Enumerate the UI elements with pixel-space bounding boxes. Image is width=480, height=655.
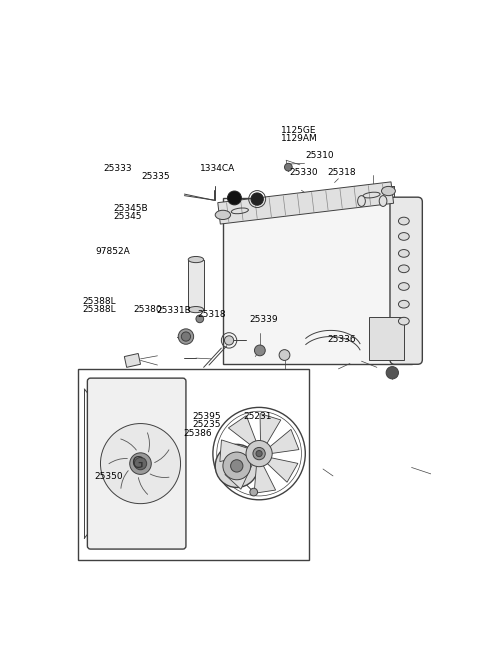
Text: 1129AM: 1129AM (281, 134, 318, 143)
Ellipse shape (398, 317, 409, 325)
Text: 25345B: 25345B (113, 204, 147, 214)
Ellipse shape (398, 233, 409, 240)
Polygon shape (225, 458, 253, 489)
Circle shape (196, 315, 204, 323)
Ellipse shape (379, 196, 387, 206)
Polygon shape (266, 458, 298, 482)
Text: 25339: 25339 (250, 315, 278, 324)
Ellipse shape (398, 217, 409, 225)
Text: 97852A: 97852A (95, 247, 130, 256)
Circle shape (100, 424, 180, 504)
Circle shape (250, 488, 258, 496)
Ellipse shape (215, 210, 230, 219)
Circle shape (223, 452, 251, 479)
Text: 25333: 25333 (104, 164, 132, 173)
Circle shape (256, 451, 262, 457)
Circle shape (178, 329, 193, 345)
Text: 25331B: 25331B (156, 306, 192, 315)
Text: 25350: 25350 (95, 472, 123, 481)
Circle shape (279, 350, 290, 360)
Circle shape (181, 332, 191, 341)
Ellipse shape (188, 257, 204, 263)
Circle shape (386, 367, 398, 379)
Bar (188, 259, 204, 310)
Ellipse shape (398, 283, 409, 290)
Ellipse shape (398, 250, 409, 257)
Text: 25395: 25395 (193, 412, 221, 421)
Ellipse shape (382, 187, 396, 196)
Circle shape (285, 163, 292, 171)
Circle shape (225, 336, 234, 345)
Circle shape (130, 453, 151, 474)
Text: 25318: 25318 (197, 310, 226, 318)
Text: 25310: 25310 (305, 151, 334, 160)
Circle shape (254, 345, 265, 356)
Polygon shape (220, 440, 249, 462)
Circle shape (246, 441, 272, 466)
Text: 25388L: 25388L (83, 297, 116, 306)
Text: 25330: 25330 (289, 168, 318, 177)
Polygon shape (269, 430, 299, 454)
Polygon shape (124, 354, 141, 367)
Circle shape (215, 444, 258, 487)
Text: 25235: 25235 (193, 420, 221, 428)
Text: 25345: 25345 (113, 212, 142, 221)
Ellipse shape (188, 307, 204, 312)
Ellipse shape (398, 301, 409, 308)
Text: 25336: 25336 (327, 335, 356, 344)
Bar (369, 317, 404, 360)
Circle shape (251, 193, 264, 205)
FancyBboxPatch shape (390, 197, 422, 364)
Ellipse shape (398, 265, 409, 272)
Ellipse shape (358, 196, 365, 206)
Text: 25231: 25231 (243, 412, 272, 421)
Text: 25335: 25335 (142, 172, 170, 181)
Text: 1334CA: 1334CA (200, 164, 235, 173)
Text: 25318: 25318 (327, 168, 356, 177)
Text: 25388L: 25388L (83, 305, 116, 314)
FancyBboxPatch shape (87, 378, 186, 549)
Circle shape (228, 191, 241, 205)
Polygon shape (218, 182, 394, 224)
Text: 1125GE: 1125GE (281, 126, 317, 134)
Bar (78, 369, 309, 560)
Polygon shape (254, 464, 276, 493)
Polygon shape (260, 413, 281, 445)
Polygon shape (228, 416, 256, 445)
Circle shape (134, 457, 147, 470)
Circle shape (253, 447, 265, 460)
Text: 25380: 25380 (133, 305, 162, 314)
Text: 25386: 25386 (183, 429, 212, 438)
Text: G: G (131, 456, 143, 471)
Polygon shape (223, 198, 411, 364)
Circle shape (230, 460, 243, 472)
